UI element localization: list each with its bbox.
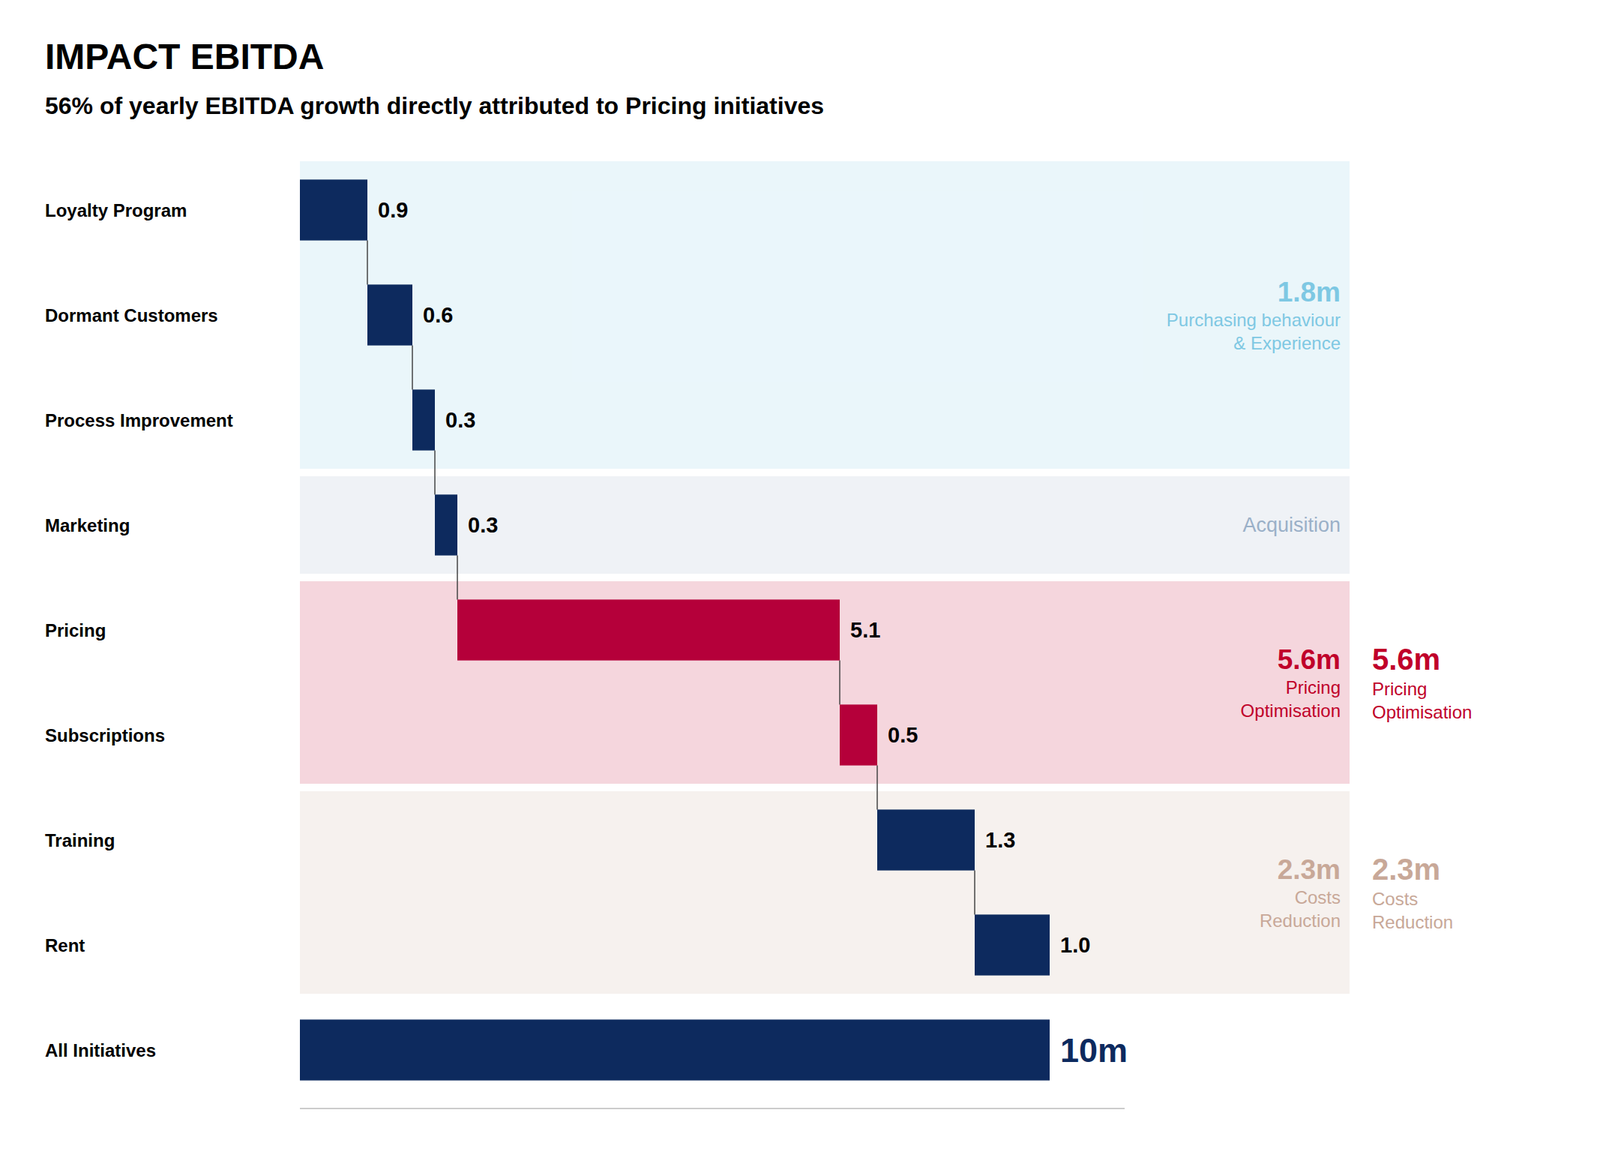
category-label: Marketing [44,515,130,536]
category-label: Subscriptions [44,725,165,746]
connector [973,870,976,915]
x-axis-line [299,1108,1125,1109]
category-label: Process Improvement [44,410,234,431]
data-label: 0.3 [445,407,476,432]
section-band [299,791,1350,994]
category-label: Loyalty Program [44,200,187,221]
section-label: Optimisation [1372,701,1472,723]
section-label: Reduction [1372,911,1454,932]
category-label: Rent [44,934,85,956]
bar [839,704,878,765]
data-label: 0.6 [422,302,453,327]
section-total: 5.6m [1372,642,1441,676]
section-label: Acquisition [1242,513,1341,537]
section-band [299,581,1350,784]
connector [366,240,369,285]
section-total: 2.3m [1277,853,1341,885]
data-label: 0.3 [467,512,498,537]
data-label: 10m [1060,1030,1128,1070]
bar [974,913,1050,975]
section-label: Pricing [1372,678,1427,699]
chart: IMPACT EBITDA 56% of yearly EBITDA growth… [0,0,1600,1152]
bar [367,284,413,345]
section-label: Costs [1372,888,1418,909]
bands [299,161,1350,994]
section-label: & Experience [1233,332,1341,354]
connector [411,345,414,390]
section-total: 1.8m [1277,276,1341,308]
title: IMPACT EBITDA [44,36,324,77]
section-label: Costs [1294,886,1341,908]
category-label: All Initiatives [44,1039,156,1061]
section-label: Reduction [1259,910,1341,931]
category-label: Training [44,829,115,851]
connector [434,450,436,495]
bar [299,1018,1050,1080]
category-label: Dormant Customers [44,305,219,326]
data-label: 0.5 [887,722,918,747]
bar [877,808,975,870]
connector [456,555,459,600]
marks [299,179,1050,1080]
data-label: 5.1 [850,617,881,642]
section-label: Pricing [1285,677,1341,698]
subtitle: 56% of yearly EBITDA growth directly att… [44,92,824,120]
page: {"chart_data": { "type": "waterfall", "t… [0,0,1600,1152]
bar [434,494,458,555]
data-label: 1.3 [985,827,1016,852]
section-label: Optimisation [1240,700,1341,721]
bar [457,599,840,660]
section-total: 5.6m [1277,644,1341,675]
section-total: 2.3m [1372,852,1441,886]
section-label: Purchasing behaviour [1166,309,1341,330]
category-label: Pricing [44,620,106,641]
bar [299,179,368,240]
connector [838,660,841,705]
section-band [299,161,1350,469]
connector [876,765,878,810]
data-label: 0.9 [377,197,408,222]
data-label: 1.0 [1060,932,1091,957]
bar [412,389,435,450]
